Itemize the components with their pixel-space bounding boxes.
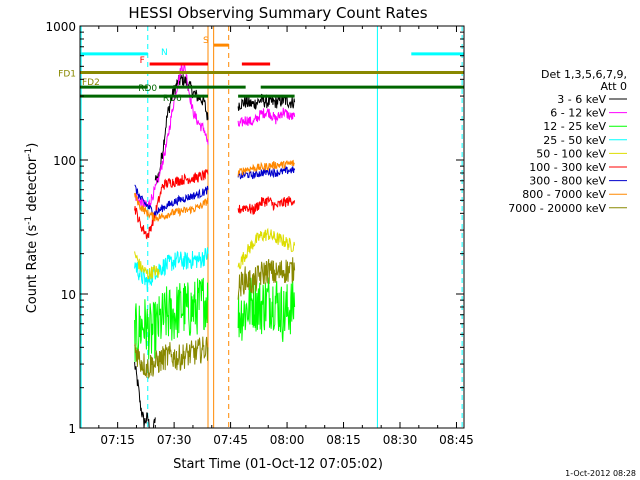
x-tick-label: 07:45	[213, 433, 248, 447]
legend-label: 800 - 7000 keV	[522, 188, 606, 201]
flag-label-n: N	[161, 48, 168, 58]
x-tick-label: 08:00	[270, 433, 305, 447]
legend-label: 6 - 12 keV	[550, 107, 606, 120]
legend-label: 7000 - 20000 keV	[508, 202, 606, 215]
flag-label-fd1: FD1	[58, 69, 76, 79]
legend-label: 50 - 100 keV	[536, 147, 606, 160]
y-tick-label: 1000	[45, 20, 76, 34]
legend-label: 12 - 25 keV	[543, 120, 606, 133]
svg-text:Count Rate (s-1 detector-1): Count Rate (s-1 detector-1)	[24, 143, 40, 314]
x-tick-label: 07:15	[100, 433, 135, 447]
x-tick-label: 08:15	[326, 433, 361, 447]
x-axis-title: Start Time (01-Oct-12 07:05:02)	[173, 457, 383, 472]
flag-label-rd0: RD0	[138, 84, 157, 94]
legend-header-att: Att 0	[601, 80, 627, 93]
flag-label-s: S	[203, 36, 209, 46]
legend-label: 3 - 6 keV	[557, 93, 606, 106]
flag-label-fd2: FD2	[82, 78, 100, 88]
legend-label: 100 - 300 keV	[529, 161, 606, 174]
footer-timestamp: 1-Oct-2012 08:28	[565, 469, 636, 478]
x-tick-label: 07:30	[157, 433, 192, 447]
y-tick-label: 1	[68, 422, 76, 436]
y-tick-label: 100	[53, 154, 76, 168]
chart-title: HESSI Observing Summary Count Rates	[128, 4, 427, 22]
flag-label-f: F	[140, 56, 145, 66]
y-tick-label: 10	[61, 288, 76, 302]
y-axis-title: Count Rate (s-1 detector-1)	[24, 143, 40, 314]
legend-label: 25 - 50 keV	[543, 134, 606, 147]
legend-label: 300 - 800 keV	[529, 175, 606, 188]
x-tick-label: 08:30	[383, 433, 418, 447]
flag-label-rd6: RD6	[163, 94, 182, 104]
x-tick-label: 08:45	[439, 433, 474, 447]
